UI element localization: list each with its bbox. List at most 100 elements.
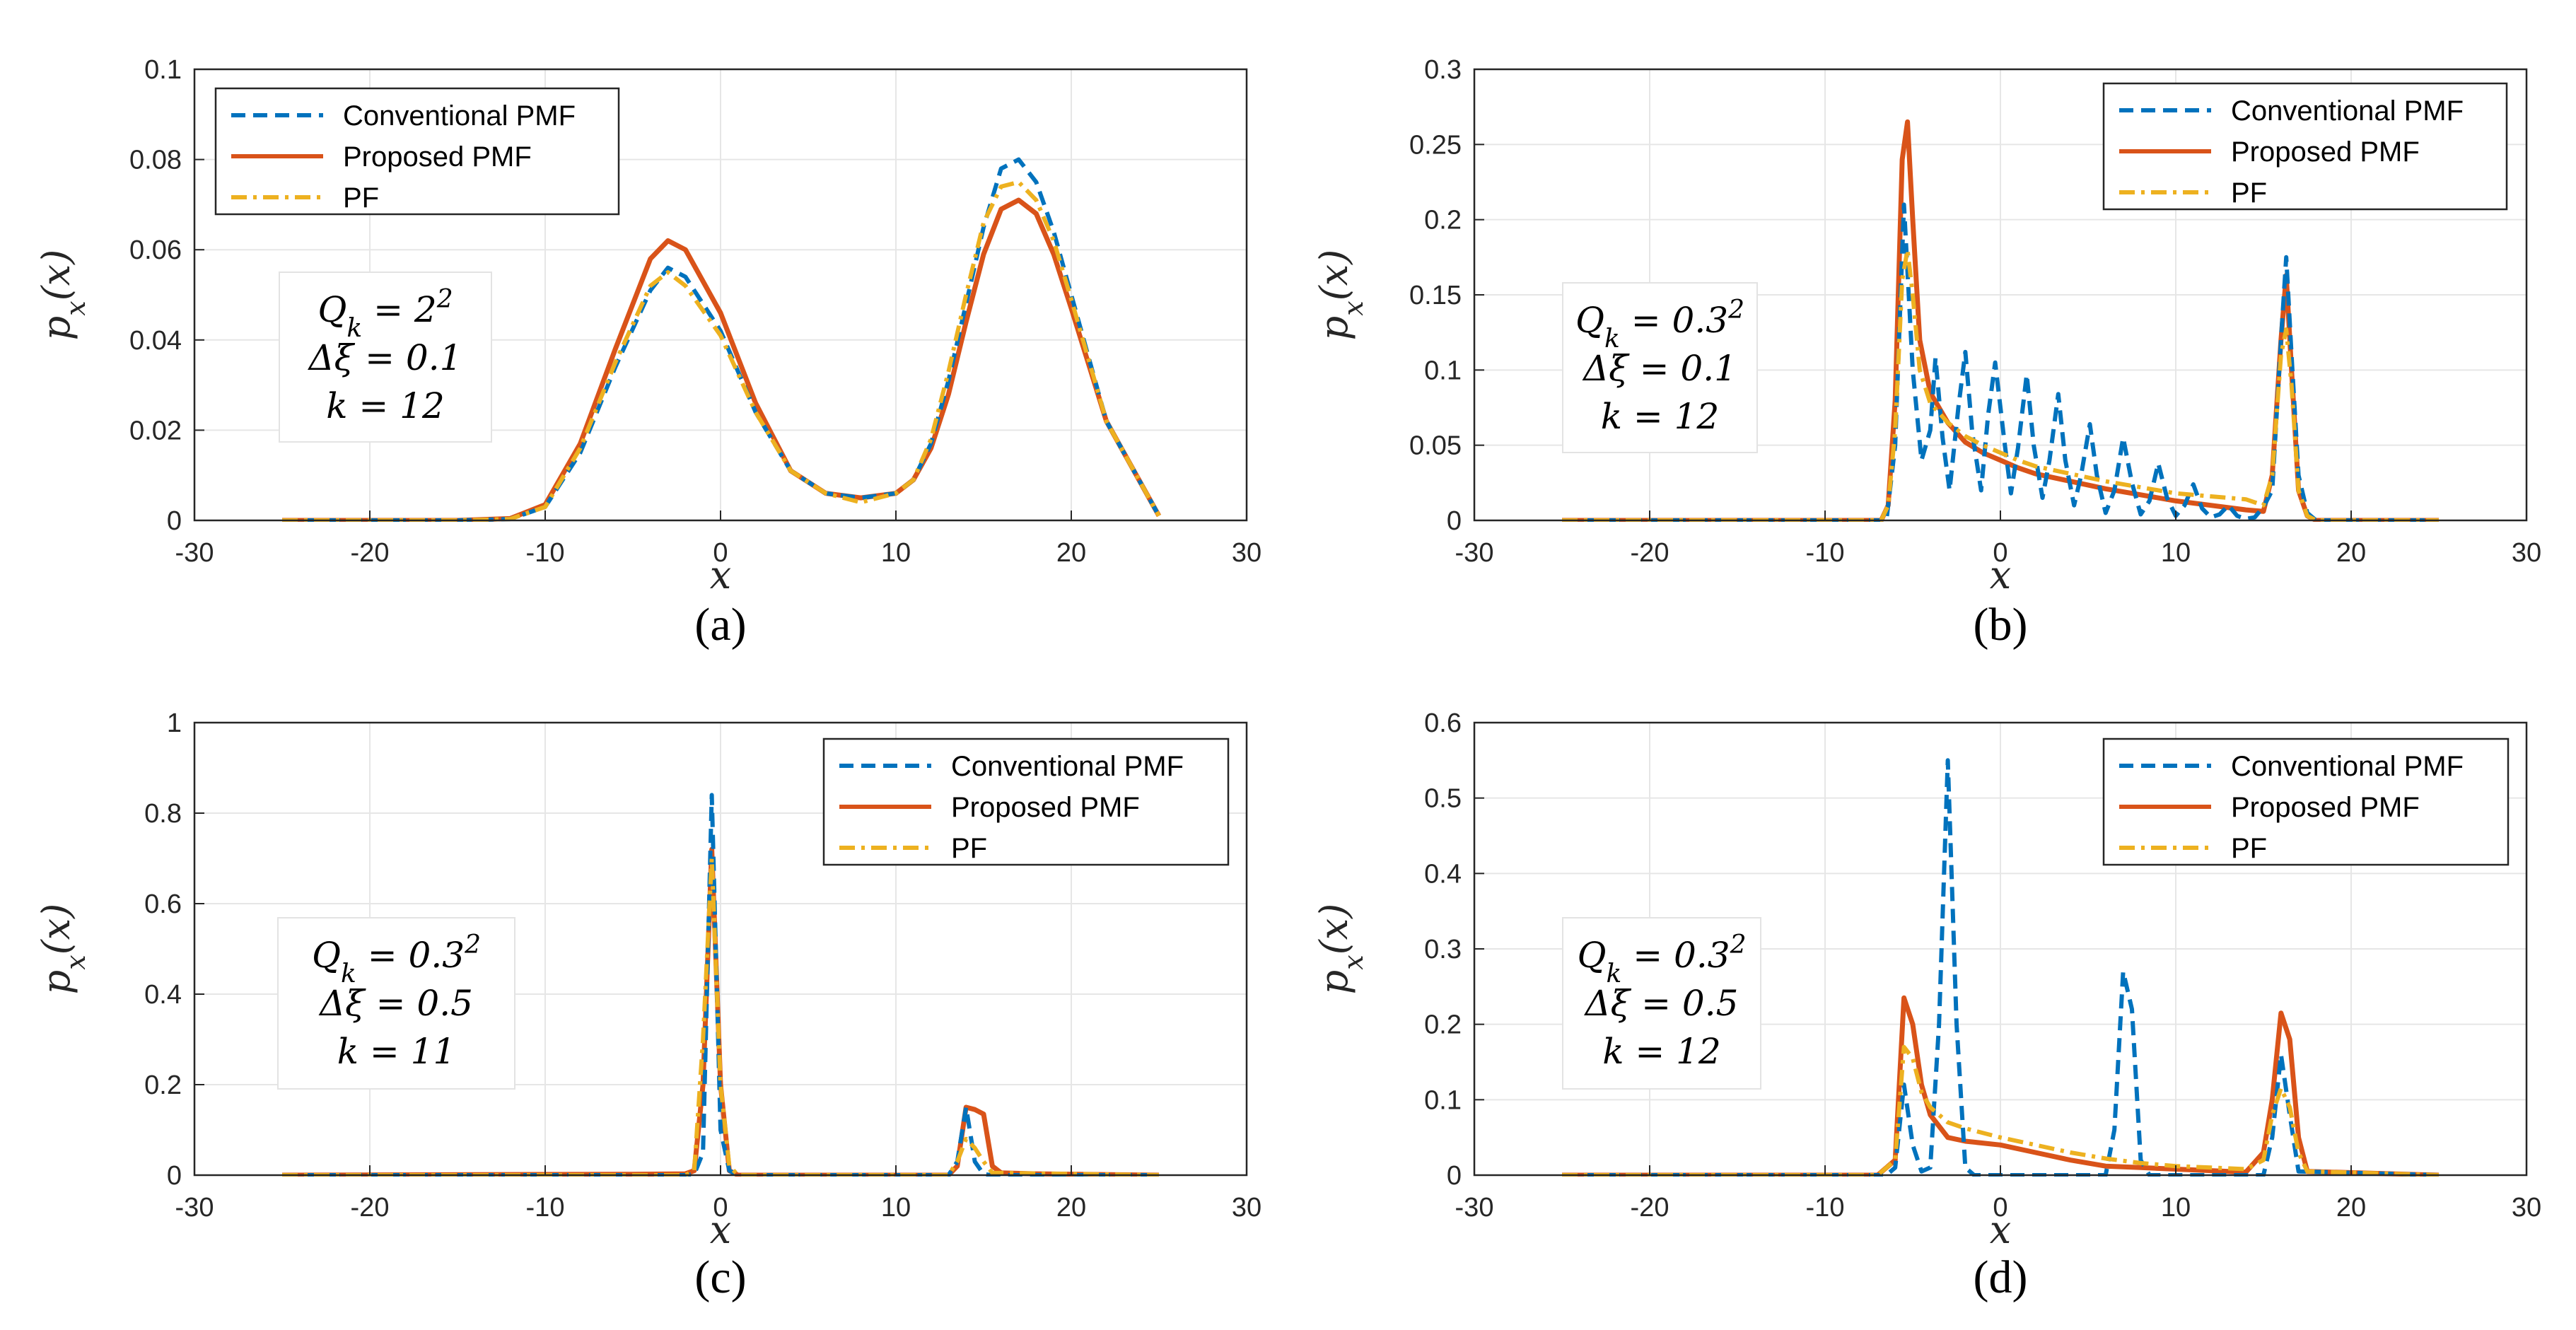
y-axis-label: px(x) [34,904,91,995]
legend-label: PF [2231,177,2267,209]
legend-label: Proposed PMF [343,141,532,173]
series-line-pf [1562,247,2439,522]
panel-a: -30 -20 -10 0 10 20 30 0 0.02 0.04 0.06 0.08 0.1 x px(… [34,55,1261,651]
legend-label: Proposed PMF [2231,136,2420,168]
annotation-line: Qk = 22 [317,285,453,343]
y-tick-label: 0.15 [1409,281,1462,310]
series-lines [282,157,1162,522]
x-tick-label: 30 [2512,538,2541,568]
legend-label: PF [951,833,987,864]
panel-d: -30 -20 -10 0 10 20 30 0 0.1 0.2 0.3 0.4 0.5 0.6 x px(x… [1312,708,2541,1303]
series-lines [1562,119,2439,522]
y-tick-label: 1 [167,708,182,738]
x-tick-label: -20 [351,538,390,568]
legend-box [214,87,620,216]
x-tick-label: 0 [713,1193,728,1223]
y-tick-label: 0.6 [1424,708,1462,738]
annotation-line: Qk = 0.32 [312,931,481,988]
x-tick-label: -10 [1806,1193,1845,1223]
series-line-conventional [1562,202,2439,522]
legend-label: Proposed PMF [951,792,1140,823]
x-tick-label: 0 [1993,538,2007,568]
x-tick-label: -20 [351,1193,390,1223]
annotation-line: Δξ = 0.5 [1584,983,1739,1024]
x-tick-label: -10 [526,1193,565,1223]
x-tick-label: 20 [2336,1193,2366,1223]
x-tick-label: -30 [175,538,214,568]
legend-label: PF [343,182,379,214]
annotation-line: k = 12 [1602,1031,1721,1072]
y-tick-label: 0.4 [144,980,182,1010]
panel-c: -30 -20 -10 0 10 20 30 0 0.2 0.4 0.6 0.8 1 x px(x) (c) C… [34,708,1261,1303]
legend-label: Conventional PMF [951,751,1184,782]
y-tick-label: 0.25 [1409,130,1462,160]
y-tick-label: 0.05 [1409,431,1462,461]
legend-label: Conventional PMF [2231,751,2464,782]
y-tick-label: 0 [167,1161,182,1191]
y-tick-label: 0.5 [1424,784,1462,814]
x-axis-label: x [1990,1208,2011,1252]
y-tick-label: 0.06 [129,235,182,265]
annotation-line: k = 11 [337,1031,456,1072]
subplot-caption: (c) [694,1252,746,1303]
subplot-caption: (b) [1974,599,2028,651]
x-tick-label: 30 [2512,1193,2541,1223]
x-axis-label: x [1990,553,2011,597]
annotation-line: Δξ = 0.1 [1582,348,1737,389]
legend-label: Conventional PMF [343,100,576,132]
series-line-pf [282,856,1160,1177]
x-tick-label: -20 [1631,538,1669,568]
y-tick-label: 0.2 [1424,206,1462,235]
subplot-caption: (d) [1974,1252,2028,1303]
legend-box [822,737,1230,866]
annotation-box [1562,917,1761,1090]
y-tick-label: 0.2 [1424,1010,1462,1040]
annotation-line: Δξ = 0.1 [308,337,462,378]
y-tick-label: 0.02 [129,416,182,445]
y-tick-label: 0 [1447,506,1462,536]
subplot-caption: (a) [694,599,746,651]
annotation-box [279,272,492,443]
y-tick-label: 0.6 [144,889,182,919]
annotation-line: k = 12 [326,385,445,426]
y-axis-label: px(x) [34,250,91,341]
series-line-proposed [282,197,1162,522]
y-axis-label: px(x) [1312,904,1369,995]
x-tick-label: -30 [1455,1193,1494,1223]
x-tick-label: 30 [1232,1193,1261,1223]
y-tick-label: 0.4 [1424,859,1462,889]
x-tick-label: 30 [1232,538,1261,568]
annotation-line: Qk = 0.32 [1578,931,1747,988]
panel-b: -30 -20 -10 0 10 20 30 0 0.05 0.1 0.15 0.2 0.25 0.3 x p… [1312,55,2541,651]
y-tick-label: 0.1 [1424,356,1462,385]
series-line-proposed [1562,995,2440,1177]
x-tick-label: 10 [2161,538,2191,568]
x-tick-label: -20 [1631,1193,1669,1223]
annotation-box [277,917,515,1090]
y-tick-label: 0.3 [1424,55,1462,85]
x-tick-label: 10 [881,1193,911,1223]
series-line-proposed [1562,119,2439,522]
x-tick-label: -30 [175,1193,214,1223]
legend-label: Conventional PMF [2231,95,2464,127]
y-tick-label: 0.2 [144,1071,182,1100]
legend: Conventional PMF Proposed PMF PF [2102,82,2508,211]
y-tick-label: 0 [1447,1161,1462,1191]
y-axis-label: px(x) [1312,250,1369,341]
y-tick-label: 0 [167,506,182,536]
x-tick-label: -10 [1806,538,1845,568]
x-tick-label: 10 [881,538,911,568]
legend: Conventional PMF Proposed PMF PF [214,87,620,216]
annotation-line: Qk = 0.32 [1575,296,1744,354]
x-tick-label: 10 [2161,1193,2191,1223]
legend-box [2102,737,2510,866]
annotation-line: Δξ = 0.5 [318,983,473,1024]
x-tick-label: 0 [1993,1193,2007,1223]
x-axis-label: x [710,1208,731,1252]
legend: Conventional PMF Proposed PMF PF [822,737,1230,866]
y-tick-label: 0.04 [129,326,182,356]
